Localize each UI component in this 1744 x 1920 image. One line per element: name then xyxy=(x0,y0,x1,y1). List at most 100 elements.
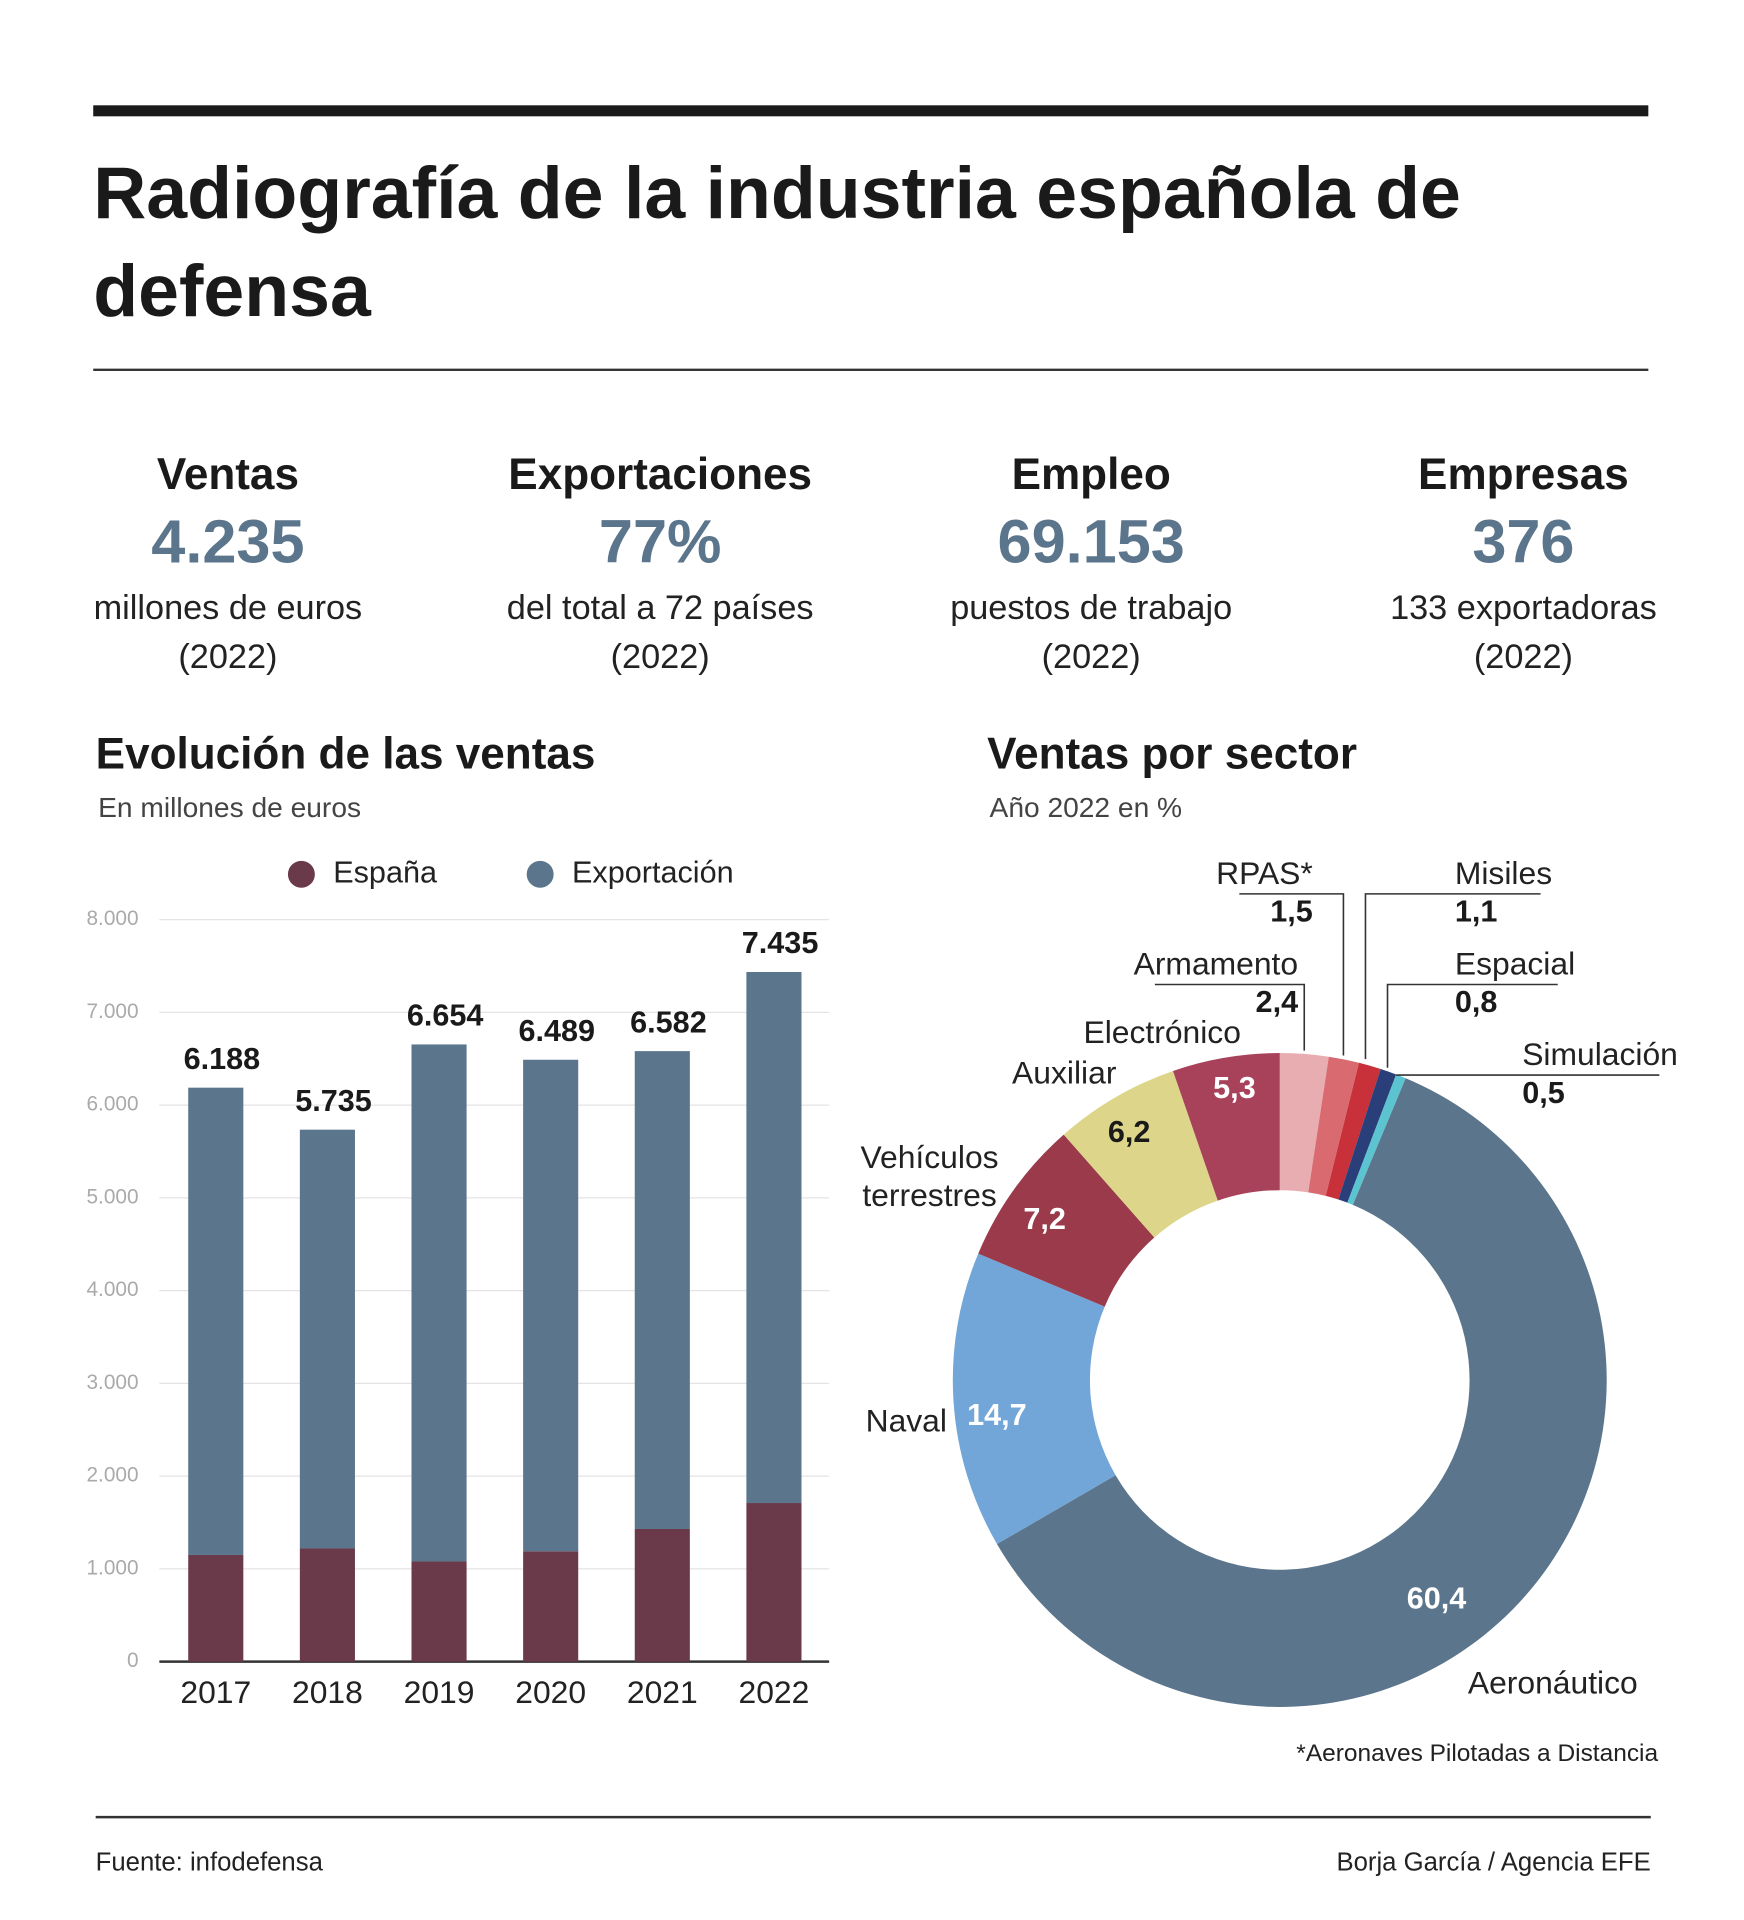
legend-label: España xyxy=(333,855,438,889)
slice-value: 5,3 xyxy=(1213,1071,1256,1105)
stat-year: (2022) xyxy=(1042,638,1141,676)
slice-label: Naval xyxy=(866,1402,947,1438)
bar-segment xyxy=(411,1044,467,1562)
slice-label: RPAS* xyxy=(1216,855,1313,891)
slice-value: 0,5 xyxy=(1522,1076,1565,1110)
chart-title: Ventas por sector xyxy=(987,729,1357,778)
top-rule xyxy=(93,105,1649,117)
stat-label: Empleo xyxy=(1012,450,1171,499)
stat-label: Ventas xyxy=(157,450,299,499)
stat-desc: del total a 72 países xyxy=(507,589,814,627)
slice-label: Espacial xyxy=(1455,946,1575,982)
total-label: 5.735 xyxy=(295,1084,372,1118)
leader-line xyxy=(1154,983,1306,1051)
slice-label: Armamento xyxy=(1134,946,1299,982)
slice-value: 7,2 xyxy=(1023,1202,1066,1236)
total-label: 6.654 xyxy=(407,999,484,1033)
donut-slice xyxy=(978,1134,1155,1307)
legend-swatch xyxy=(526,860,554,888)
credit: Borja García / Agencia EFE xyxy=(1336,1848,1650,1876)
donut-slice xyxy=(1338,1069,1397,1203)
x-tick-label: 2018 xyxy=(292,1674,363,1710)
legend-label: Exportación xyxy=(572,855,734,889)
stat-value: 376 xyxy=(1472,507,1574,575)
y-tick-label: 4.000 xyxy=(86,1278,138,1301)
total-label: 6.489 xyxy=(518,1014,595,1048)
bar-segment xyxy=(523,1551,579,1662)
slice-value: 2,4 xyxy=(1256,985,1299,1019)
title: Radiografía de la industria española de … xyxy=(93,151,1461,332)
stat-value: 4.235 xyxy=(151,507,304,575)
slice-label: Aeronáutico xyxy=(1468,1664,1638,1700)
chart-subtitle: Año 2022 en % xyxy=(990,792,1183,823)
bar-segment xyxy=(299,1548,355,1662)
legend-swatch xyxy=(287,860,315,888)
source: Fuente: infodefensa xyxy=(96,1848,324,1876)
y-tick-label: 1.000 xyxy=(86,1556,138,1579)
stat-year: (2022) xyxy=(611,638,710,676)
y-tick-label: 5.000 xyxy=(86,1185,138,1208)
slice-label: Auxiliar xyxy=(1012,1055,1117,1091)
stat-desc: 133 exportadoras xyxy=(1390,589,1657,627)
stat-value: 77% xyxy=(599,507,722,575)
chart-title: Evolución de las ventas xyxy=(96,729,596,778)
bar-segment xyxy=(746,971,802,1504)
stat-desc: puestos de trabajo xyxy=(950,589,1232,627)
slice-value: 60,4 xyxy=(1407,1582,1467,1616)
bar-segment xyxy=(634,1528,690,1662)
bar-segment xyxy=(299,1129,355,1549)
slice-value: 1,1 xyxy=(1455,895,1498,929)
label-box: Vehículos terrestres xyxy=(860,1138,999,1214)
slice-label: Simulación xyxy=(1522,1036,1678,1072)
footnote: *Aeronaves Pilotadas a Distancia xyxy=(1296,1740,1658,1767)
donut-slice xyxy=(952,1253,1116,1545)
x-tick-label: 2020 xyxy=(515,1674,586,1710)
bar-segment xyxy=(188,1554,244,1662)
x-tick-label: 2017 xyxy=(180,1674,251,1710)
donut-slice xyxy=(1279,1053,1329,1193)
stat-label: Exportaciones xyxy=(508,450,812,499)
slice-value: 6,2 xyxy=(1108,1115,1151,1149)
bar-segment xyxy=(634,1051,690,1529)
total-label: 7.435 xyxy=(742,926,819,960)
y-tick-label: 3.000 xyxy=(86,1371,138,1394)
slice-label: Misiles xyxy=(1455,855,1552,891)
total-label: 6.188 xyxy=(184,1042,261,1076)
bar-segment xyxy=(411,1561,467,1662)
slice-value: 14,7 xyxy=(967,1398,1027,1432)
donut-slice xyxy=(1308,1056,1359,1196)
stat-value: 69.153 xyxy=(998,507,1185,575)
leader-line xyxy=(1239,893,1345,1056)
x-tick-label: 2019 xyxy=(404,1674,475,1710)
donut-slice xyxy=(996,1078,1607,1707)
total-label: 6.582 xyxy=(630,1005,707,1039)
y-tick-label: 0 xyxy=(127,1649,139,1672)
x-tick-label: 2022 xyxy=(739,1674,810,1710)
slice-label: Electrónico xyxy=(1083,1014,1240,1050)
stat-year: (2022) xyxy=(1474,638,1573,676)
chart-subtitle: En millones de euros xyxy=(98,792,361,823)
leader-line xyxy=(1364,893,1541,1060)
donut-slice xyxy=(1347,1074,1406,1205)
slice-label: Vehículos terrestres xyxy=(860,1138,999,1214)
bar-segment xyxy=(746,1503,802,1662)
y-tick-label: 8.000 xyxy=(86,907,138,930)
donut-slice xyxy=(1063,1070,1218,1238)
y-tick-label: 7.000 xyxy=(86,1000,138,1023)
slice-value: 1,5 xyxy=(1270,895,1313,929)
y-tick-label: 2.000 xyxy=(86,1464,138,1487)
donut-slice xyxy=(1172,1053,1280,1201)
y-tick-label: 6.000 xyxy=(86,1093,138,1116)
bar-segment xyxy=(188,1087,244,1555)
x-tick-label: 2021 xyxy=(627,1674,698,1710)
stat-label: Empresas xyxy=(1418,450,1629,499)
slice-value: 0,8 xyxy=(1455,985,1498,1019)
title-box: Radiografía de la industria española de … xyxy=(93,151,1461,332)
donut-slice xyxy=(1325,1062,1381,1200)
stat-desc: millones de euros xyxy=(94,589,363,627)
stat-year: (2022) xyxy=(178,638,277,676)
bar-segment xyxy=(523,1059,579,1552)
leader-line xyxy=(1386,983,1558,1068)
